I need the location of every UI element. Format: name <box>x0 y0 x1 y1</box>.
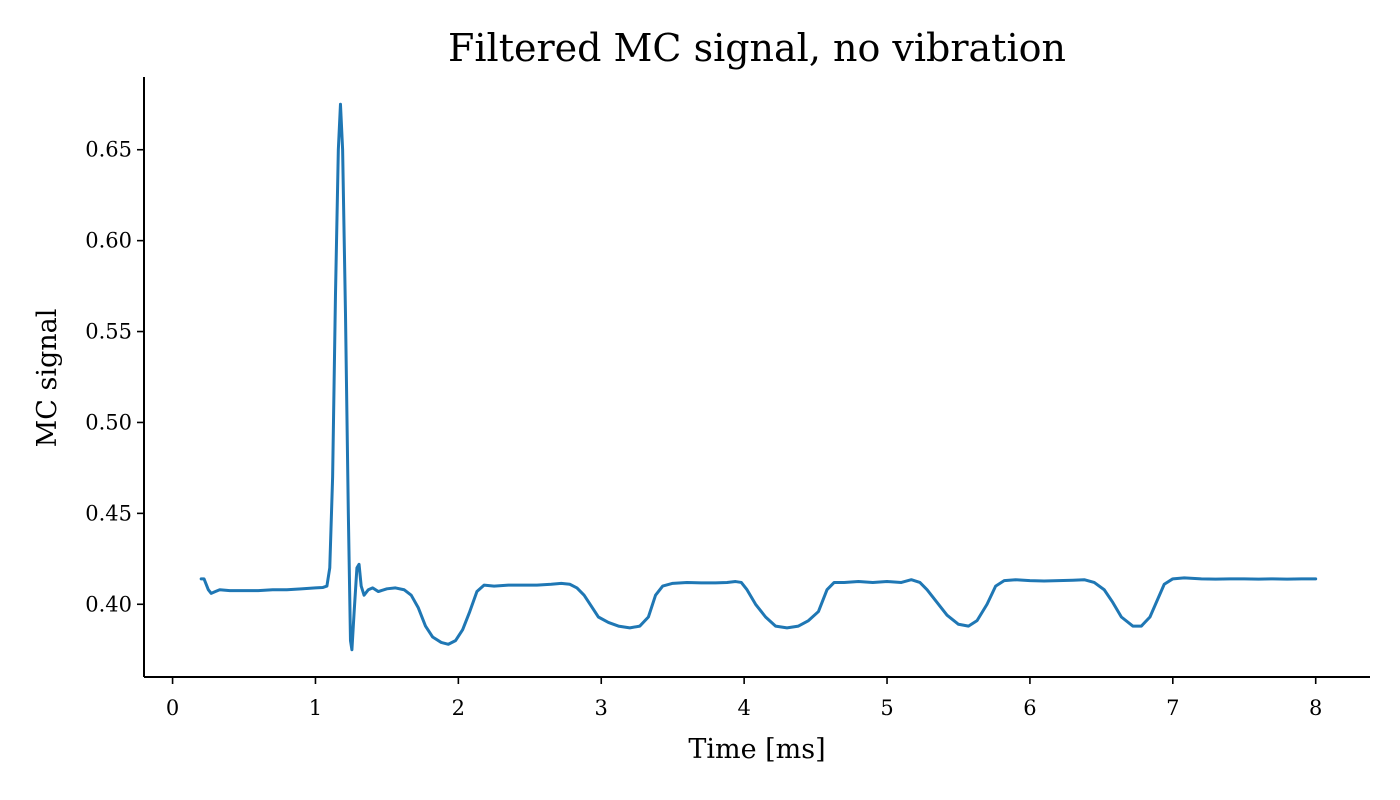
x-axis-label: Time [ms] <box>688 734 825 765</box>
y-tick-label: 0.65 <box>85 138 132 162</box>
series-layer <box>199 102 1318 652</box>
x-tick-label: 4 <box>737 696 750 720</box>
series-line-0 <box>199 102 1318 652</box>
x-tick-label: 0 <box>166 696 179 720</box>
y-tick-label: 0.60 <box>85 229 132 253</box>
chart-title: Filtered MC signal, no vibration <box>448 26 1066 70</box>
x-tick-label: 7 <box>1166 696 1179 720</box>
x-tick-label: 8 <box>1309 696 1322 720</box>
y-tick-label: 0.40 <box>85 592 132 616</box>
x-axis-ticks: 0 1 2 3 4 5 6 7 8 <box>166 677 1322 720</box>
x-tick-label: 1 <box>309 696 322 720</box>
x-tick-label: 6 <box>1023 696 1036 720</box>
x-tick-label: 5 <box>880 696 893 720</box>
y-tick-label: 0.50 <box>85 410 132 434</box>
y-axis-label: MC signal <box>32 309 63 448</box>
x-tick-label: 2 <box>452 696 465 720</box>
y-tick-label: 0.45 <box>85 501 132 525</box>
y-axis-ticks: 0.40 0.45 0.50 0.55 0.60 0.65 <box>85 138 144 616</box>
x-tick-label: 3 <box>595 696 608 720</box>
y-tick-label: 0.55 <box>85 320 132 344</box>
